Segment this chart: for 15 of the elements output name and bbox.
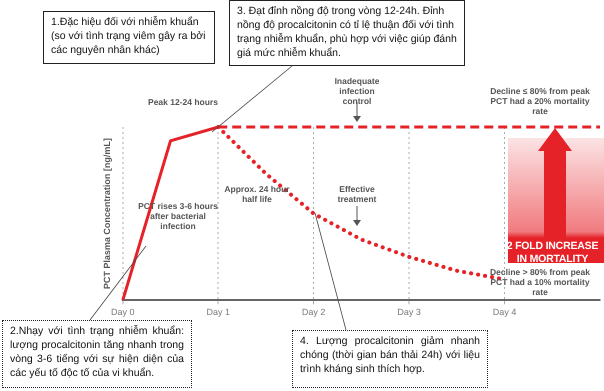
x-tick-label: Day 3 xyxy=(397,307,421,318)
text: Peak 12-24 hours xyxy=(148,97,218,107)
x-tick-label: Day 4 xyxy=(492,307,516,318)
annotation: Effective treatment xyxy=(336,184,378,204)
x-tick-label: Day 0 xyxy=(111,307,135,318)
text: Inadequate infection control xyxy=(334,76,380,106)
x-tick-label: Day 1 xyxy=(206,307,230,318)
x-tick-label: Day 2 xyxy=(302,307,326,318)
text: Decline ≤ 80% from peak PCT had a 20% mortality rate xyxy=(489,86,591,116)
annotation: Decline > 80% from peak PCT had a 10% mortality rate xyxy=(489,267,591,297)
text: 4. Lượng procalcitonin giảm nhanh chóng (thời gian bán thải 24h) với liệu trình kháng sinh thích hợp. xyxy=(292,330,488,388)
text: 2.Nhạy với tình trạng nhiễm khuẩn: lượng procalcitonin tăng nhanh trong vòng 3-6 tiếng với sự hiện diện của các yếu tố độc tố của vi khuẩn. xyxy=(2,320,192,388)
text: 3. Đạt đỉnh nồng độ trong vòng 12-24h. Đỉnh nồng độ procalcitonin có tỉ lệ thuận đối với tình trạng nhiễm khuẩn, phù hợp với việc giúp đánh giá mức nhiễm khuẩn. xyxy=(229,0,465,66)
text: 1.Đặc hiệu đối với nhiễm khuẩn (so với tình trạng viêm gây ra bởi các nguyên nhân khác) xyxy=(43,11,215,64)
y-axis-title: PCT Plasma Concentration [ng/mL] xyxy=(102,138,112,290)
